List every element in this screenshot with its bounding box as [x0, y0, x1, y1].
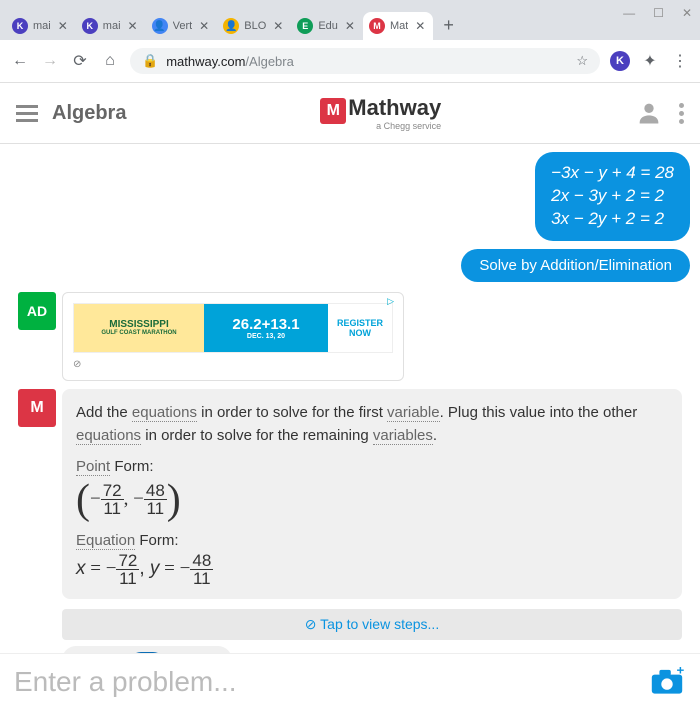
point-form-value: (−7211, −4811): [76, 479, 668, 521]
url-path: /Algebra: [245, 54, 293, 69]
tab-0[interactable]: K mai ✕: [6, 12, 76, 40]
tab-3[interactable]: 👤 BLO ✕: [217, 12, 291, 40]
back-button[interactable]: ←: [10, 51, 30, 71]
tab-bar: K mai ✕ K mai ✕ 👤 Vert ✕ 👤 BLO ✕ E Edu ✕…: [0, 0, 700, 40]
glossary-point[interactable]: Point: [76, 458, 110, 476]
chrome-menu-icon[interactable]: ⋮: [670, 51, 690, 71]
browser-toolbar: ← → ⟳ ⌂ 🔒 mathway.com/Algebra ☆ K ✦ ⋮: [0, 40, 700, 83]
tab-title: Mat: [390, 20, 408, 32]
answer-text: .: [433, 427, 437, 444]
svg-text:+: +: [677, 667, 685, 678]
tab-title: Edu: [318, 20, 338, 32]
glossary-equations[interactable]: equations: [132, 404, 197, 422]
answer-text: . Plug this value into the other: [440, 404, 638, 421]
glossary-equations[interactable]: equations: [76, 427, 141, 445]
lock-icon: 🔒: [142, 53, 158, 69]
camera-button[interactable]: +: [648, 667, 686, 697]
win-close[interactable]: ✕: [682, 6, 692, 20]
tab-title: Vert: [173, 20, 193, 32]
answer-text: in order to solve for the first: [197, 404, 387, 421]
tab-title: BLO: [244, 20, 266, 32]
form-suffix: Form:: [110, 458, 153, 475]
mathway-logo[interactable]: M Mathway a Chegg service: [320, 95, 441, 131]
extension-icon[interactable]: K: [610, 51, 630, 71]
app-header: Algebra M Mathway a Chegg service: [0, 83, 700, 144]
tab-title: mai: [33, 20, 51, 32]
tab-title: mai: [103, 20, 121, 32]
reload-button[interactable]: ⟳: [70, 51, 90, 71]
freestar-icon[interactable]: ⊘: [73, 359, 393, 370]
logo-mark-icon: M: [320, 98, 346, 124]
equation-form-value: x = −7211, y = −4811: [76, 552, 668, 587]
glossary-variables[interactable]: variables: [373, 427, 433, 445]
ad-brand: MISSISSIPPI: [109, 319, 168, 330]
tab-favicon: 👤: [223, 18, 239, 34]
tab-close-icon[interactable]: ✕: [197, 19, 211, 33]
tab-close-icon[interactable]: ✕: [271, 19, 285, 33]
user-problem-bubble[interactable]: −3x − y + 4 = 28 2x − 3y + 2 = 2 3x − 2y…: [535, 152, 690, 241]
answer-text: in order to solve for the remaining: [141, 427, 373, 444]
user-icon[interactable]: [635, 99, 663, 127]
form-suffix: Form:: [135, 532, 178, 549]
tab-favicon: 👤: [152, 18, 168, 34]
tab-1[interactable]: K mai ✕: [76, 12, 146, 40]
tab-favicon: K: [12, 18, 28, 34]
hamburger-menu-icon[interactable]: [16, 105, 38, 122]
ad-cta: NOW: [349, 328, 371, 338]
tab-2[interactable]: 👤 Vert ✕: [146, 12, 218, 40]
ad-banner[interactable]: MISSISSIPPI GULF COAST MARATHON 26.2+13.…: [73, 303, 393, 353]
logo-tagline: a Chegg service: [348, 121, 441, 131]
answer-bubble: Add the equations in order to solve for …: [62, 389, 682, 599]
ad-container[interactable]: MISSISSIPPI GULF COAST MARATHON 26.2+13.…: [62, 292, 404, 381]
answer-text: Add the: [76, 404, 132, 421]
glossary-variable[interactable]: variable: [387, 404, 440, 422]
url-domain: mathway.com: [166, 54, 245, 69]
tab-4[interactable]: E Edu ✕: [291, 12, 363, 40]
tab-favicon: E: [297, 18, 313, 34]
ad-brand-sub: GULF COAST MARATHON: [101, 330, 176, 336]
app-more-icon[interactable]: [679, 103, 684, 124]
chat-area: −3x − y + 4 = 28 2x − 3y + 2 = 2 3x − 2y…: [0, 144, 700, 686]
win-maximize[interactable]: ☐: [653, 6, 664, 20]
new-tab-button[interactable]: +: [433, 11, 464, 40]
glossary-equation[interactable]: Equation: [76, 532, 135, 550]
problem-input[interactable]: Enter a problem...: [14, 666, 648, 698]
check-icon: ⊘: [305, 616, 317, 632]
ad-cta: REGISTER: [337, 318, 383, 328]
equation-line: −3x − y + 4 = 28: [551, 162, 674, 185]
ad-distance: 26.2+13.1: [232, 316, 299, 333]
view-steps-button[interactable]: ⊘ Tap to view steps...: [62, 609, 682, 640]
win-minimize[interactable]: —: [623, 6, 635, 20]
home-button[interactable]: ⌂: [100, 51, 120, 71]
solve-method-button[interactable]: Solve by Addition/Elimination: [461, 249, 690, 282]
extensions-puzzle-icon[interactable]: ✦: [640, 51, 660, 71]
tab-5[interactable]: M Mat ✕: [363, 12, 433, 40]
tab-close-icon[interactable]: ✕: [413, 19, 427, 33]
tab-favicon: K: [82, 18, 98, 34]
mathway-avatar-icon: M: [18, 389, 56, 427]
forward-button[interactable]: →: [40, 51, 60, 71]
ad-badge: AD: [18, 292, 56, 330]
tab-close-icon[interactable]: ✕: [126, 19, 140, 33]
adchoices-icon[interactable]: ▷: [387, 296, 394, 307]
tab-close-icon[interactable]: ✕: [56, 19, 70, 33]
tab-favicon: M: [369, 18, 385, 34]
logo-text: Mathway: [348, 95, 441, 120]
topic-label[interactable]: Algebra: [52, 102, 126, 125]
address-bar[interactable]: 🔒 mathway.com/Algebra ☆: [130, 48, 600, 74]
bookmark-star-icon[interactable]: ☆: [576, 53, 588, 69]
problem-input-bar: Enter a problem... +: [0, 653, 700, 710]
equation-line: 3x − 2y + 2 = 2: [551, 208, 674, 231]
tab-close-icon[interactable]: ✕: [343, 19, 357, 33]
equation-line: 2x − 3y + 2 = 2: [551, 185, 674, 208]
ad-date: DEC. 13, 20: [247, 333, 285, 340]
